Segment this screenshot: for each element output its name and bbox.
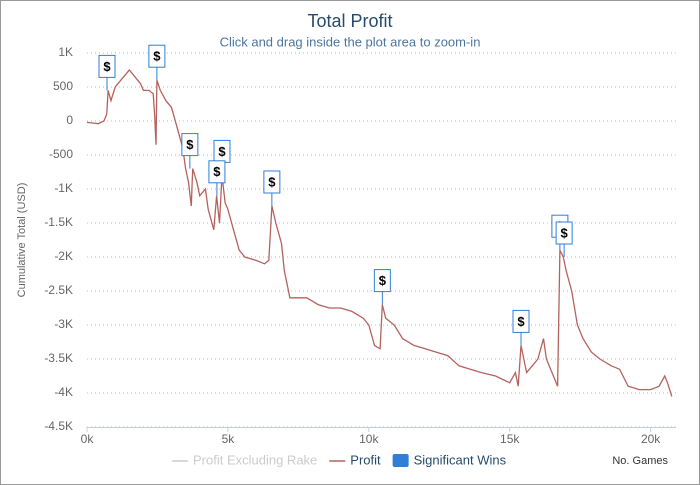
y-tick-label: -2K <box>54 249 73 263</box>
y-axis-title: Cumulative Total (USD) <box>16 183 28 298</box>
flag <box>98 54 116 78</box>
flag-label: $ <box>218 144 226 159</box>
line-series <box>86 68 673 397</box>
x-tick-label: 0k <box>81 432 95 446</box>
y-tick-label: -2.5K <box>44 283 73 297</box>
flag-label: $ <box>561 225 569 240</box>
x-tick-label: 5k <box>222 432 236 446</box>
y-tick-label: -4.5K <box>44 419 73 433</box>
chart-title: Total Profit <box>307 11 392 31</box>
flag-label: $ <box>103 59 111 74</box>
flag-label: $ <box>268 174 276 189</box>
legend-item[interactable]: Significant Wins <box>414 452 507 467</box>
y-tick-label: 0 <box>66 113 73 127</box>
flag-label: $ <box>213 164 221 179</box>
legend-swatch <box>392 454 409 467</box>
y-tick-label: -500 <box>49 147 73 161</box>
y-tick-label: -4K <box>54 385 73 399</box>
y-tick-label: -3.5K <box>44 351 73 365</box>
y-tick-label: 500 <box>53 79 73 93</box>
x-tick-label: 20k <box>641 432 661 446</box>
flag <box>555 221 573 245</box>
flag-label: $ <box>517 314 525 329</box>
x-tick-label: 10k <box>359 432 379 446</box>
flag-label: $ <box>153 49 161 64</box>
legend-item[interactable]: Profit Excluding Rake <box>193 452 317 467</box>
flag <box>373 269 391 293</box>
flag <box>208 160 226 184</box>
legend: Profit Excluding Rake Profit Significant W… <box>172 452 507 467</box>
flag <box>512 309 530 333</box>
flag-label: $ <box>379 273 387 288</box>
x-axis-title: No. Games <box>612 455 668 467</box>
y-tick-label: -3K <box>54 317 73 331</box>
legend-item[interactable]: Profit <box>350 452 381 467</box>
flag <box>263 170 281 194</box>
x-tick-label: 15k <box>500 432 520 446</box>
y-tick-label: 1K <box>58 45 73 59</box>
flag-label: $ <box>186 137 194 152</box>
y-tick-label: -1K <box>54 181 73 195</box>
flag <box>181 133 199 157</box>
chart-subtitle: Click and drag inside the plot area to z… <box>220 34 481 49</box>
flag <box>148 44 166 68</box>
y-tick-label: -1.5K <box>44 215 73 229</box>
